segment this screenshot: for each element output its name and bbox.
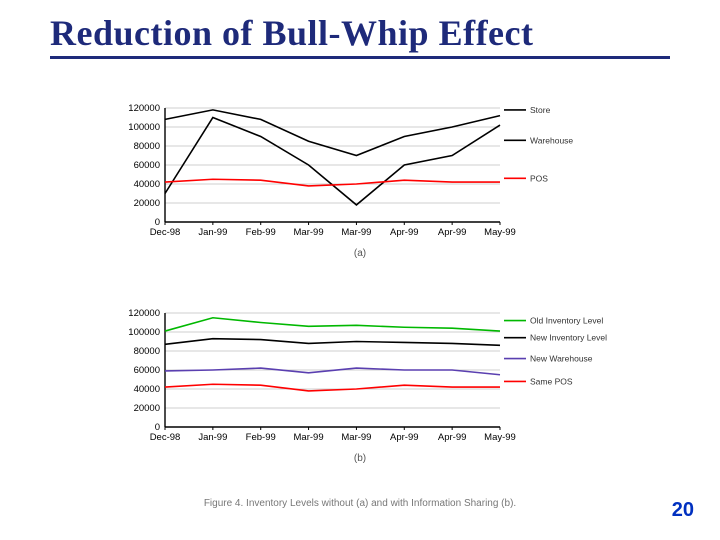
series-line-store: [165, 110, 500, 156]
legend-label: Old Inventory Level: [530, 316, 603, 326]
xtick-label: Mar-99: [341, 227, 371, 238]
legend-label: Same POS: [530, 376, 573, 386]
chart-b-subcaption: (b): [110, 453, 610, 464]
xtick-label: May-99: [484, 227, 516, 238]
xtick-label: Apr-99: [438, 432, 467, 443]
ytick-label: 120000: [128, 103, 160, 114]
legend-label: New Inventory Level: [530, 333, 607, 343]
legend-label: Warehouse: [530, 135, 573, 145]
legend-label: Store: [530, 105, 551, 115]
xtick-label: May-99: [484, 432, 516, 443]
xtick-label: Jan-99: [198, 432, 227, 443]
ytick-label: 60000: [134, 160, 160, 171]
series-line-new inventory level: [165, 339, 500, 346]
series-line-new warehouse: [165, 368, 500, 375]
chart-b-svg: 020000400006000080000100000120000Dec-98J…: [110, 305, 610, 455]
xtick-label: Mar-99: [341, 432, 371, 443]
xtick-label: Mar-99: [294, 432, 324, 443]
ytick-label: 40000: [134, 179, 160, 190]
ytick-label: 100000: [128, 327, 160, 338]
chart-a-subcaption: (a): [110, 248, 610, 259]
ytick-label: 20000: [134, 403, 160, 414]
xtick-label: Dec-98: [150, 432, 181, 443]
series-line-same pos: [165, 384, 500, 391]
slide-title: Reduction of Bull-Whip Effect: [50, 12, 670, 59]
figure-caption: Figure 4. Inventory Levels without (a) a…: [0, 498, 720, 509]
ytick-label: 60000: [134, 365, 160, 376]
legend-label: POS: [530, 173, 548, 183]
xtick-label: Apr-99: [390, 432, 419, 443]
ytick-label: 80000: [134, 141, 160, 152]
ytick-label: 40000: [134, 384, 160, 395]
ytick-label: 20000: [134, 198, 160, 209]
series-line-old inventory level: [165, 318, 500, 331]
xtick-label: Apr-99: [438, 227, 467, 238]
page-number: 20: [672, 499, 694, 522]
xtick-label: Feb-99: [246, 432, 276, 443]
legend-label: New Warehouse: [530, 354, 593, 364]
xtick-label: Jan-99: [198, 227, 227, 238]
ytick-label: 100000: [128, 122, 160, 133]
xtick-label: Mar-99: [294, 227, 324, 238]
series-line-warehouse: [165, 118, 500, 205]
ytick-label: 80000: [134, 346, 160, 357]
xtick-label: Feb-99: [246, 227, 276, 238]
xtick-label: Apr-99: [390, 227, 419, 238]
chart-a-svg: 020000400006000080000100000120000Dec-98J…: [110, 100, 610, 250]
series-line-pos: [165, 179, 500, 186]
ytick-label: 120000: [128, 308, 160, 319]
chart-b: 020000400006000080000100000120000Dec-98J…: [110, 305, 610, 470]
chart-a: 020000400006000080000100000120000Dec-98J…: [110, 100, 610, 265]
xtick-label: Dec-98: [150, 227, 181, 238]
